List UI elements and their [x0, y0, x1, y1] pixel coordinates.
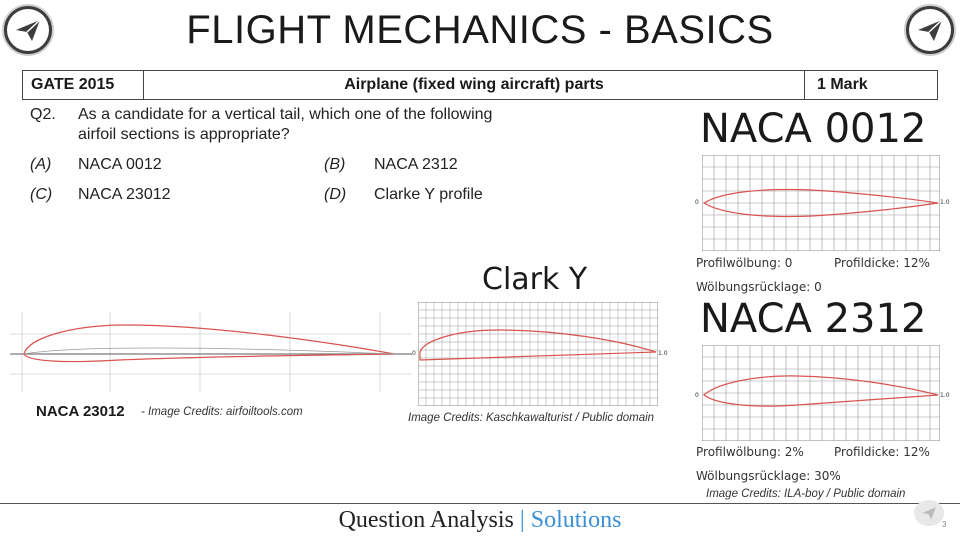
naca2312-plot: [702, 345, 940, 441]
page-title: FLIGHT MECHANICS - BASICS: [186, 8, 774, 52]
option-d-letter: (D): [324, 186, 347, 203]
marks-label: 1 Mark: [817, 76, 868, 93]
naca0012-axis-end: 1.0: [940, 199, 950, 206]
option-a-letter: (A): [30, 156, 52, 173]
option-c-text[interactable]: NACA 23012: [78, 186, 171, 203]
logo-left: [2, 4, 54, 56]
naca23012-credit: - Image Credits: airfoiltools.com: [141, 406, 303, 418]
question-header-row: GATE 2015 Airplane (fixed wing aircraft)…: [22, 70, 938, 100]
option-b-letter: (B): [324, 156, 346, 173]
footer-part1: Question Analysis: [338, 507, 520, 533]
clarky-title: Clark Y: [482, 262, 588, 297]
question-number: Q2.: [30, 106, 56, 123]
clarky-plot: [418, 302, 658, 406]
option-d-text[interactable]: Clarke Y profile: [374, 186, 483, 203]
paper-plane-icon: [922, 507, 936, 520]
naca2312-axis-end: 1.0: [940, 392, 950, 399]
footer-divider: [0, 503, 960, 504]
page-number: 3: [942, 520, 947, 529]
naca2312-thickness: Profildicke: 12%: [834, 445, 930, 459]
logo-right: [904, 4, 956, 56]
option-a-text[interactable]: NACA 0012: [78, 156, 162, 173]
naca2312-axis-start: 0: [695, 392, 699, 399]
question-text-line2: airfoil sections is appropriate?: [78, 126, 290, 143]
clarky-axis-end: 1.0: [658, 350, 668, 357]
paper-plane-icon: [7, 9, 49, 51]
naca0012-plot: [702, 155, 940, 251]
naca23012-label: NACA 23012: [36, 403, 125, 420]
naca2312-camber: Profilwölbung: 2%: [696, 445, 804, 459]
naca0012-camber-position: Wölbungsrücklage: 0: [696, 280, 822, 294]
naca0012-thickness: Profildicke: 12%: [834, 256, 930, 270]
naca0012-camber: Profilwölbung: 0: [696, 256, 793, 270]
footer-separator: |: [519, 507, 525, 533]
footer-solutions: Solutions: [524, 507, 622, 533]
naca23012-plot: [10, 312, 412, 392]
footer-banner: Question Analysis | Solutions: [0, 507, 960, 534]
topic-label: Airplane (fixed wing aircraft) parts: [144, 71, 805, 99]
clarky-axis-start: 0: [412, 350, 416, 357]
option-c-letter: (C): [30, 186, 53, 203]
question-text-line1: As a candidate for a vertical tail, whic…: [78, 106, 493, 123]
naca2312-title: NACA 2312: [700, 296, 927, 342]
exam-label: GATE 2015: [23, 71, 144, 99]
footer-logo: [914, 500, 944, 526]
naca0012-axis-start: 0: [695, 199, 699, 206]
naca2312-camber-position: Wölbungsrücklage: 30%: [696, 469, 841, 483]
naca0012-title: NACA 0012: [700, 106, 927, 152]
paper-plane-icon: [909, 9, 951, 51]
naca2312-credit: Image Credits: ILA-boy / Public domain: [706, 488, 906, 500]
clarky-credit: Image Credits: Kaschkawalturist / Public…: [408, 412, 655, 424]
option-b-text[interactable]: NACA 2312: [374, 156, 458, 173]
